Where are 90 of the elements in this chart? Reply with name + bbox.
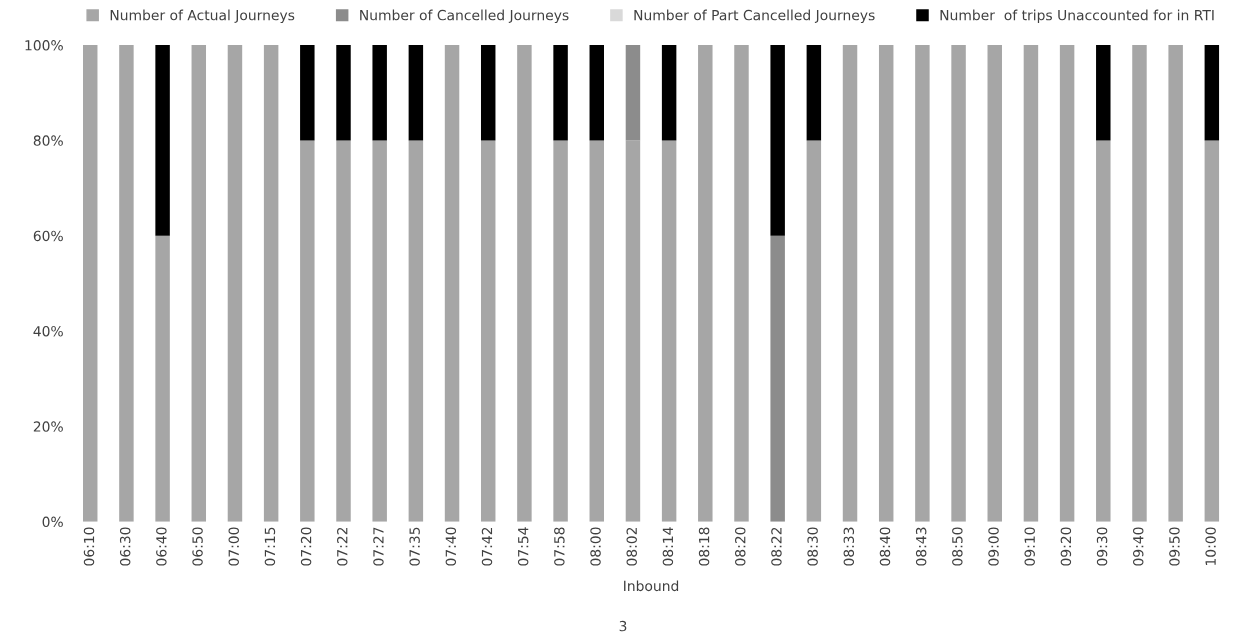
x-tick-label: 06:30 — [119, 527, 131, 566]
x-tick-label: 07:27 — [373, 527, 384, 566]
legend-label: Number of Part Cancelled Journeys — [634, 9, 875, 24]
x-tick-label: 09:00 — [988, 527, 999, 566]
x-tick-label: 08:43 — [915, 527, 927, 566]
bar — [517, 45, 532, 522]
bar — [372, 45, 387, 141]
x-tick-label: 09:40 — [1133, 527, 1144, 566]
bar — [661, 45, 677, 141]
x-tick-label: 08:14 — [662, 527, 674, 566]
x-axis-title: Inbound — [624, 580, 679, 592]
bar — [1096, 45, 1111, 141]
y-tick-label: 20% — [33, 421, 63, 432]
x-tick-label: 09:10 — [1024, 527, 1035, 566]
bar — [1204, 45, 1220, 141]
x-tick-label: 09:30 — [1096, 527, 1108, 566]
bar — [987, 45, 1002, 522]
bar — [119, 45, 134, 522]
y-tick-label: 100% — [25, 40, 63, 51]
x-tick-label: 09:50 — [1169, 527, 1180, 566]
bar — [300, 45, 315, 141]
x-tick-label: 08:02 — [626, 527, 637, 566]
bar — [1204, 140, 1220, 522]
bar — [553, 140, 568, 522]
y-tick-label: 40% — [33, 325, 63, 337]
text: 3 — [619, 620, 627, 632]
bar — [155, 45, 170, 236]
x-tick-label: 06:40 — [156, 527, 167, 566]
bar — [842, 45, 858, 522]
x-tick-label: 10:00 — [1205, 527, 1216, 565]
bar — [83, 45, 98, 522]
x-tick-label: 08:33 — [843, 527, 855, 566]
x-tick-label: 07:00 — [228, 527, 239, 566]
bar — [408, 140, 424, 522]
bar — [1168, 45, 1183, 522]
bar — [191, 45, 207, 522]
bar — [1023, 45, 1039, 522]
x-tick-label: 07:40 — [445, 527, 457, 566]
bar — [625, 45, 641, 141]
bar — [770, 45, 785, 236]
legend-label: Number of Cancelled Journeys — [360, 9, 569, 24]
x-tick-label: 08:18 — [698, 527, 710, 566]
x-tick-label: 07:22 — [337, 527, 348, 566]
x-tick-label: 08:40 — [879, 527, 891, 566]
x-tick-label: 07:54 — [517, 527, 529, 566]
bar — [1059, 45, 1075, 522]
x-tick-label: 09:20 — [1060, 527, 1072, 566]
x-tick-label: 07:58 — [554, 527, 565, 566]
y-tick-label: 60% — [33, 230, 63, 242]
bar — [408, 45, 424, 141]
bar — [951, 45, 966, 522]
bar — [480, 140, 496, 522]
bar — [372, 140, 387, 522]
bar — [734, 45, 749, 522]
bar — [300, 140, 315, 522]
bar — [589, 140, 604, 522]
bar — [1096, 140, 1111, 522]
bar — [878, 45, 894, 522]
y-tick-label: 0% — [42, 516, 63, 528]
bar — [155, 235, 170, 522]
x-tick-label: 06:10 — [83, 527, 95, 566]
x-tick-label: 08:30 — [807, 527, 818, 566]
bar — [915, 45, 930, 522]
bar — [336, 140, 351, 522]
x-tick-label: 08:50 — [952, 527, 963, 566]
bar — [227, 45, 243, 522]
bar — [625, 140, 641, 522]
x-tick-label: 07:20 — [300, 527, 312, 566]
bar — [444, 45, 460, 522]
bar — [589, 45, 604, 141]
x-tick-label: 08:20 — [735, 527, 746, 566]
bar — [806, 140, 822, 522]
bar — [806, 45, 822, 141]
x-tick-label: 07:35 — [409, 527, 420, 566]
bar — [1132, 45, 1147, 522]
x-tick-label: 07:42 — [481, 527, 493, 566]
bar — [480, 45, 496, 141]
x-tick-label: 08:00 — [590, 527, 601, 566]
legend-label: Number of trips Unaccounted for in RTI — [940, 9, 1214, 24]
bar — [263, 45, 279, 522]
bar — [553, 45, 568, 141]
bar — [698, 45, 713, 522]
x-tick-label: 06:50 — [192, 527, 203, 566]
legend-label: Number of Actual Journeys — [110, 9, 295, 24]
bar — [336, 45, 351, 141]
bar — [661, 140, 677, 522]
y-tick-label: 80% — [33, 135, 63, 146]
x-tick-label: 07:15 — [264, 527, 276, 566]
x-tick-label: 08:22 — [771, 527, 782, 566]
bar — [770, 235, 785, 522]
